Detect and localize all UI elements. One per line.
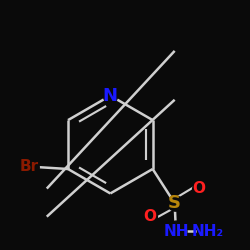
Text: NH: NH	[163, 224, 189, 239]
Text: O: O	[144, 209, 157, 224]
Text: N: N	[103, 87, 118, 105]
Text: O: O	[192, 181, 205, 196]
Text: S: S	[168, 194, 181, 212]
Text: Br: Br	[19, 159, 38, 174]
Text: NH₂: NH₂	[192, 224, 224, 239]
